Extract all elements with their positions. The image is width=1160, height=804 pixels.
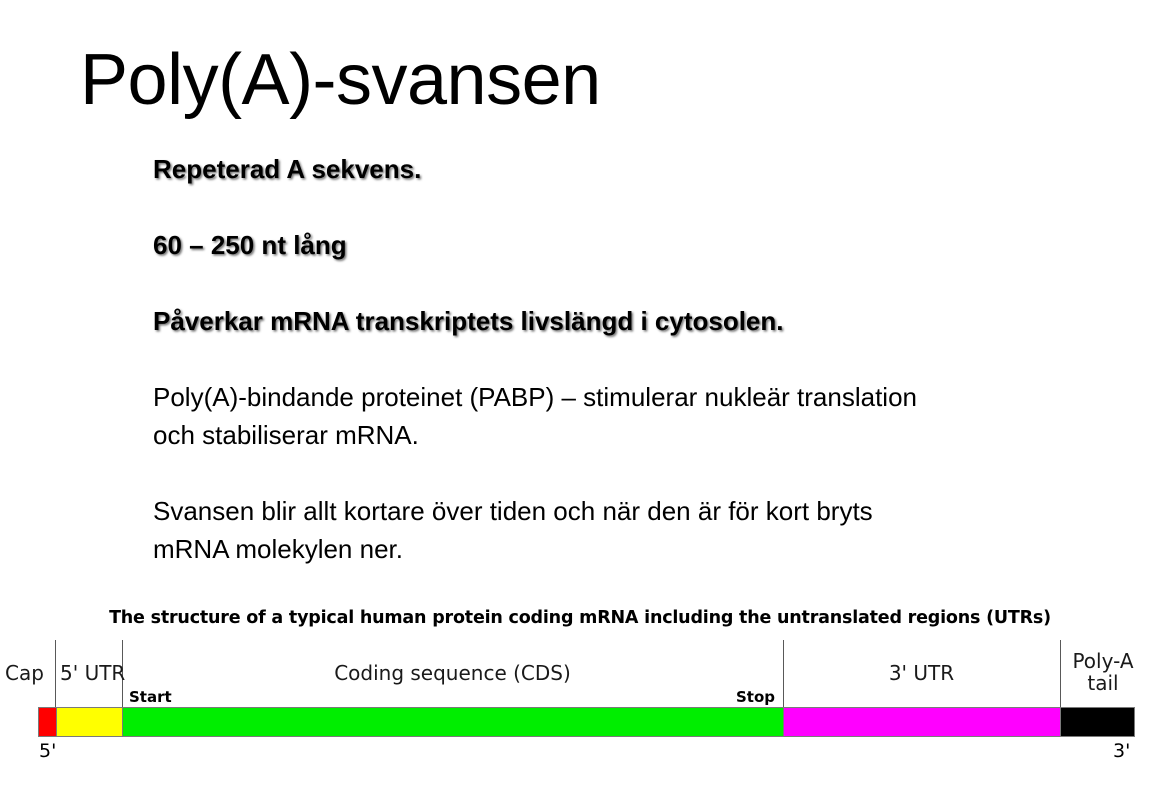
region-label-cap: Cap — [5, 661, 44, 685]
text-spacer — [153, 264, 1033, 302]
tick-line-cap-5utr — [55, 640, 56, 707]
text-spacer — [153, 188, 1033, 226]
body-line-repeterad: Repeterad A sekvens. — [153, 154, 422, 184]
body-line-livslangd: Påverkar mRNA transkriptets livslängd i … — [153, 306, 784, 336]
end-label-5-prime: 5' — [39, 740, 57, 762]
region-label-cds: Coding sequence (CDS) — [334, 661, 571, 685]
bar-segment-cap — [39, 708, 56, 736]
body-line-pabp: Poly(A)-bindande proteinet (PABP) – stim… — [153, 382, 917, 450]
text-spacer — [153, 454, 1033, 492]
diagram-caption: The structure of a typical human protein… — [109, 608, 1051, 628]
tick-line-stop-codon — [783, 640, 784, 707]
bar-segment-polya — [1060, 708, 1134, 736]
tick-line-polya — [1060, 640, 1061, 707]
region-label-polya-tail: Poly-A tail — [1072, 649, 1134, 695]
body-line-length: 60 – 250 nt lång — [153, 230, 347, 260]
bar-segment-3utr — [783, 708, 1060, 736]
text-spacer — [153, 340, 1033, 378]
bar-segment-cds — [122, 708, 783, 736]
mrna-structure-diagram: The structure of a typical human protein… — [0, 600, 1160, 800]
slide-body-text: Repeterad A sekvens. 60 – 250 nt lång På… — [153, 150, 1033, 568]
site-label-stop: Stop — [736, 688, 776, 706]
site-label-start: Start — [129, 688, 172, 706]
tick-line-start-codon — [122, 640, 123, 707]
bar-segment-5utr — [56, 708, 122, 736]
page-title: Poly(A)-svansen — [80, 40, 601, 120]
end-label-3-prime: 3' — [1113, 740, 1131, 762]
region-label-5utr: 5' UTR — [60, 661, 126, 685]
mrna-bar — [38, 707, 1135, 737]
body-line-svansen: Svansen blir allt kortare över tiden och… — [153, 496, 873, 564]
region-label-3utr: 3' UTR — [888, 661, 955, 685]
